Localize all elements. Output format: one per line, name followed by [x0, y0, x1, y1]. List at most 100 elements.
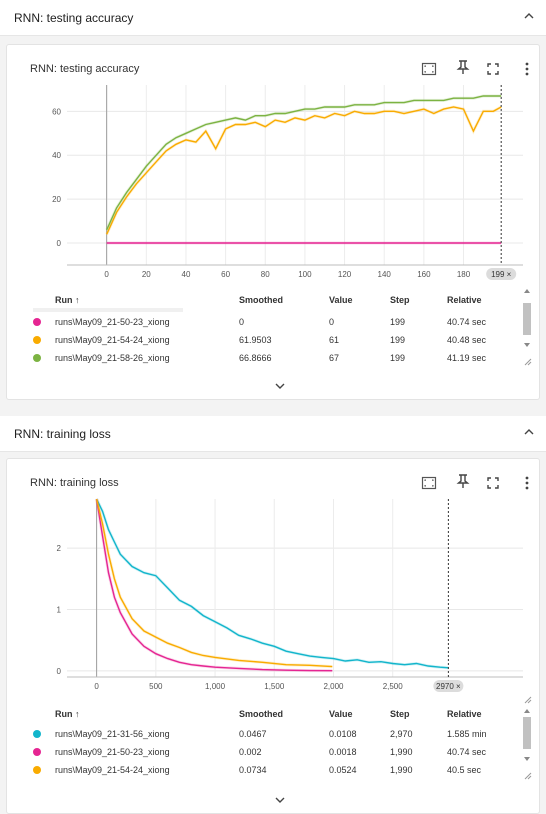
column-step[interactable]: Step: [390, 709, 410, 719]
run-smoothed: 61.9503: [239, 335, 272, 345]
column-relative[interactable]: Relative: [447, 709, 482, 719]
x-tick-label: 60: [221, 270, 230, 279]
sort-up-icon: [524, 289, 530, 293]
run-step: 1,990: [390, 747, 413, 757]
sort-up-icon: [524, 709, 530, 713]
run-name: runs\May09_21-50-23_xiong: [55, 747, 170, 757]
resize-icon: [524, 772, 532, 780]
table-scrollbar[interactable]: [521, 287, 533, 369]
run-name: runs\May09_21-31-56_xiong: [55, 729, 170, 739]
chart-card-accuracy: RNN: testing accuracy 0 20 40 60 0 20 40 60 80 10…: [6, 44, 540, 400]
x-tick-label: 80: [261, 270, 270, 279]
x-tick-label: 500: [149, 682, 163, 691]
run-value: 61: [329, 335, 340, 345]
chart-card-loss: RNN: training loss 0 1 2 0 500 1,000 1,500 2,00…: [6, 458, 540, 814]
column-value[interactable]: Value: [329, 295, 353, 305]
run-color-dot: [33, 336, 41, 344]
chevron-down-icon[interactable]: [273, 381, 287, 391]
run-smoothed: 0: [239, 317, 245, 327]
resize-icon: [524, 358, 532, 366]
chevron-down-icon[interactable]: [273, 795, 287, 805]
y-tick-label: 0: [57, 667, 62, 676]
column-run[interactable]: Run ↑: [55, 295, 80, 305]
run-value: 0.0018: [329, 747, 357, 757]
run-relative: 40.5 sec: [447, 765, 482, 775]
run-step: 199: [390, 353, 406, 363]
x-tick-label: 0: [94, 682, 99, 691]
x-tick-label: 160: [417, 270, 431, 279]
chart-plot-loss[interactable]: 0 1 2 0 500 1,000 1,500 2,000 2,500 2970 ×: [7, 459, 541, 705]
run-smoothed: 0.002: [239, 747, 262, 757]
table-scrollbar[interactable]: [521, 695, 533, 785]
column-smoothed[interactable]: Smoothed: [239, 709, 283, 719]
series-raw-line: [105, 105, 502, 235]
fullscreen-icon[interactable]: [485, 475, 501, 491]
x-tick-label: 1,500: [264, 682, 285, 691]
run-smoothed: 66.8666: [239, 353, 272, 363]
series-line: [95, 498, 333, 668]
x-tick-label: 20: [142, 270, 151, 279]
run-relative: 1.585 min: [447, 729, 487, 739]
section-header-loss[interactable]: RNN: training loss: [0, 416, 546, 452]
y-tick-label: 0: [57, 239, 62, 248]
step-badge: [433, 680, 464, 692]
x-tick-label: 140: [378, 270, 392, 279]
step-badge-label: 199 ×: [491, 270, 512, 279]
section-header-accuracy[interactable]: RNN: testing accuracy: [0, 0, 546, 36]
run-color-dot: [33, 766, 41, 774]
run-color-dot: [33, 354, 41, 362]
chevron-up-icon[interactable]: [522, 425, 536, 439]
run-relative: 40.74 sec: [447, 317, 487, 327]
run-value: 0.0524: [329, 765, 357, 775]
series-line: [106, 106, 502, 235]
column-step[interactable]: Step: [390, 295, 410, 305]
run-relative: 41.19 sec: [447, 353, 487, 363]
run-value: 0.0108: [329, 729, 357, 739]
resize-icon-top: [524, 696, 532, 704]
column-relative[interactable]: Relative: [447, 295, 482, 305]
x-tick-label: 0: [104, 270, 109, 279]
y-tick-label: 60: [52, 107, 61, 116]
x-tick-label: 180: [457, 270, 471, 279]
more-vert-icon[interactable]: [519, 61, 535, 77]
pin-icon[interactable]: [455, 473, 471, 489]
run-name: runs\May09_21-50-23_xiong: [55, 317, 170, 327]
run-step: 2,970: [390, 729, 413, 739]
series-line: [95, 498, 333, 672]
y-tick-label: 2: [57, 544, 62, 553]
y-tick-label: 1: [57, 605, 62, 614]
run-color-dot: [33, 748, 41, 756]
series-raw-line: [95, 498, 333, 669]
pin-icon[interactable]: [455, 59, 471, 75]
chevron-up-icon[interactable]: [522, 9, 536, 23]
x-tick-label: 1,000: [205, 682, 226, 691]
run-step: 1,990: [390, 765, 413, 775]
run-name: runs\May09_21-58-26_xiong: [55, 353, 170, 363]
more-vert-icon[interactable]: [519, 475, 535, 491]
fullscreen-icon[interactable]: [485, 61, 501, 77]
chart-plot-accuracy[interactable]: 0 20 40 60 0 20 40 60 80 100 120 140 160 180 199 ×: [7, 45, 541, 295]
x-tick-label: 100: [298, 270, 312, 279]
x-tick-label: 120: [338, 270, 352, 279]
series-line: [95, 498, 449, 669]
fit-domain-icon[interactable]: [421, 61, 437, 77]
run-smoothed: 0.0734: [239, 765, 267, 775]
fit-domain-icon[interactable]: [421, 475, 437, 491]
run-smoothed: 0.0467: [239, 729, 267, 739]
run-name: runs\May09_21-54-24_xiong: [55, 765, 170, 775]
run-value: 67: [329, 353, 340, 363]
series-raw-line: [95, 498, 333, 673]
run-relative: 40.74 sec: [447, 747, 487, 757]
scroll-down-arrow: [524, 757, 530, 761]
run-color-dot: [33, 730, 41, 738]
run-step: 199: [390, 317, 406, 327]
column-value[interactable]: Value: [329, 709, 353, 719]
card-title: RNN: testing accuracy: [30, 63, 140, 75]
column-run[interactable]: Run ↑: [55, 709, 80, 719]
column-smoothed[interactable]: Smoothed: [239, 295, 283, 305]
step-badge-label: 2970 ×: [436, 682, 461, 691]
section-title: RNN: training loss: [14, 427, 111, 441]
y-tick-label: 40: [52, 151, 61, 160]
run-relative: 40.48 sec: [447, 335, 487, 345]
run-name: runs\May09_21-54-24_xiong: [55, 335, 170, 345]
